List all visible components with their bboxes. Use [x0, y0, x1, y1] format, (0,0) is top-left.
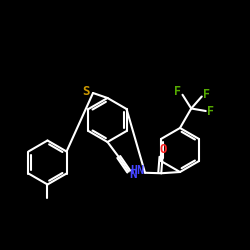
Text: F: F: [174, 85, 182, 98]
Text: N: N: [130, 168, 137, 181]
Text: O: O: [159, 143, 167, 156]
Text: F: F: [207, 104, 214, 118]
Text: HN: HN: [130, 164, 144, 177]
Text: F: F: [203, 88, 210, 101]
Text: S: S: [82, 85, 90, 98]
